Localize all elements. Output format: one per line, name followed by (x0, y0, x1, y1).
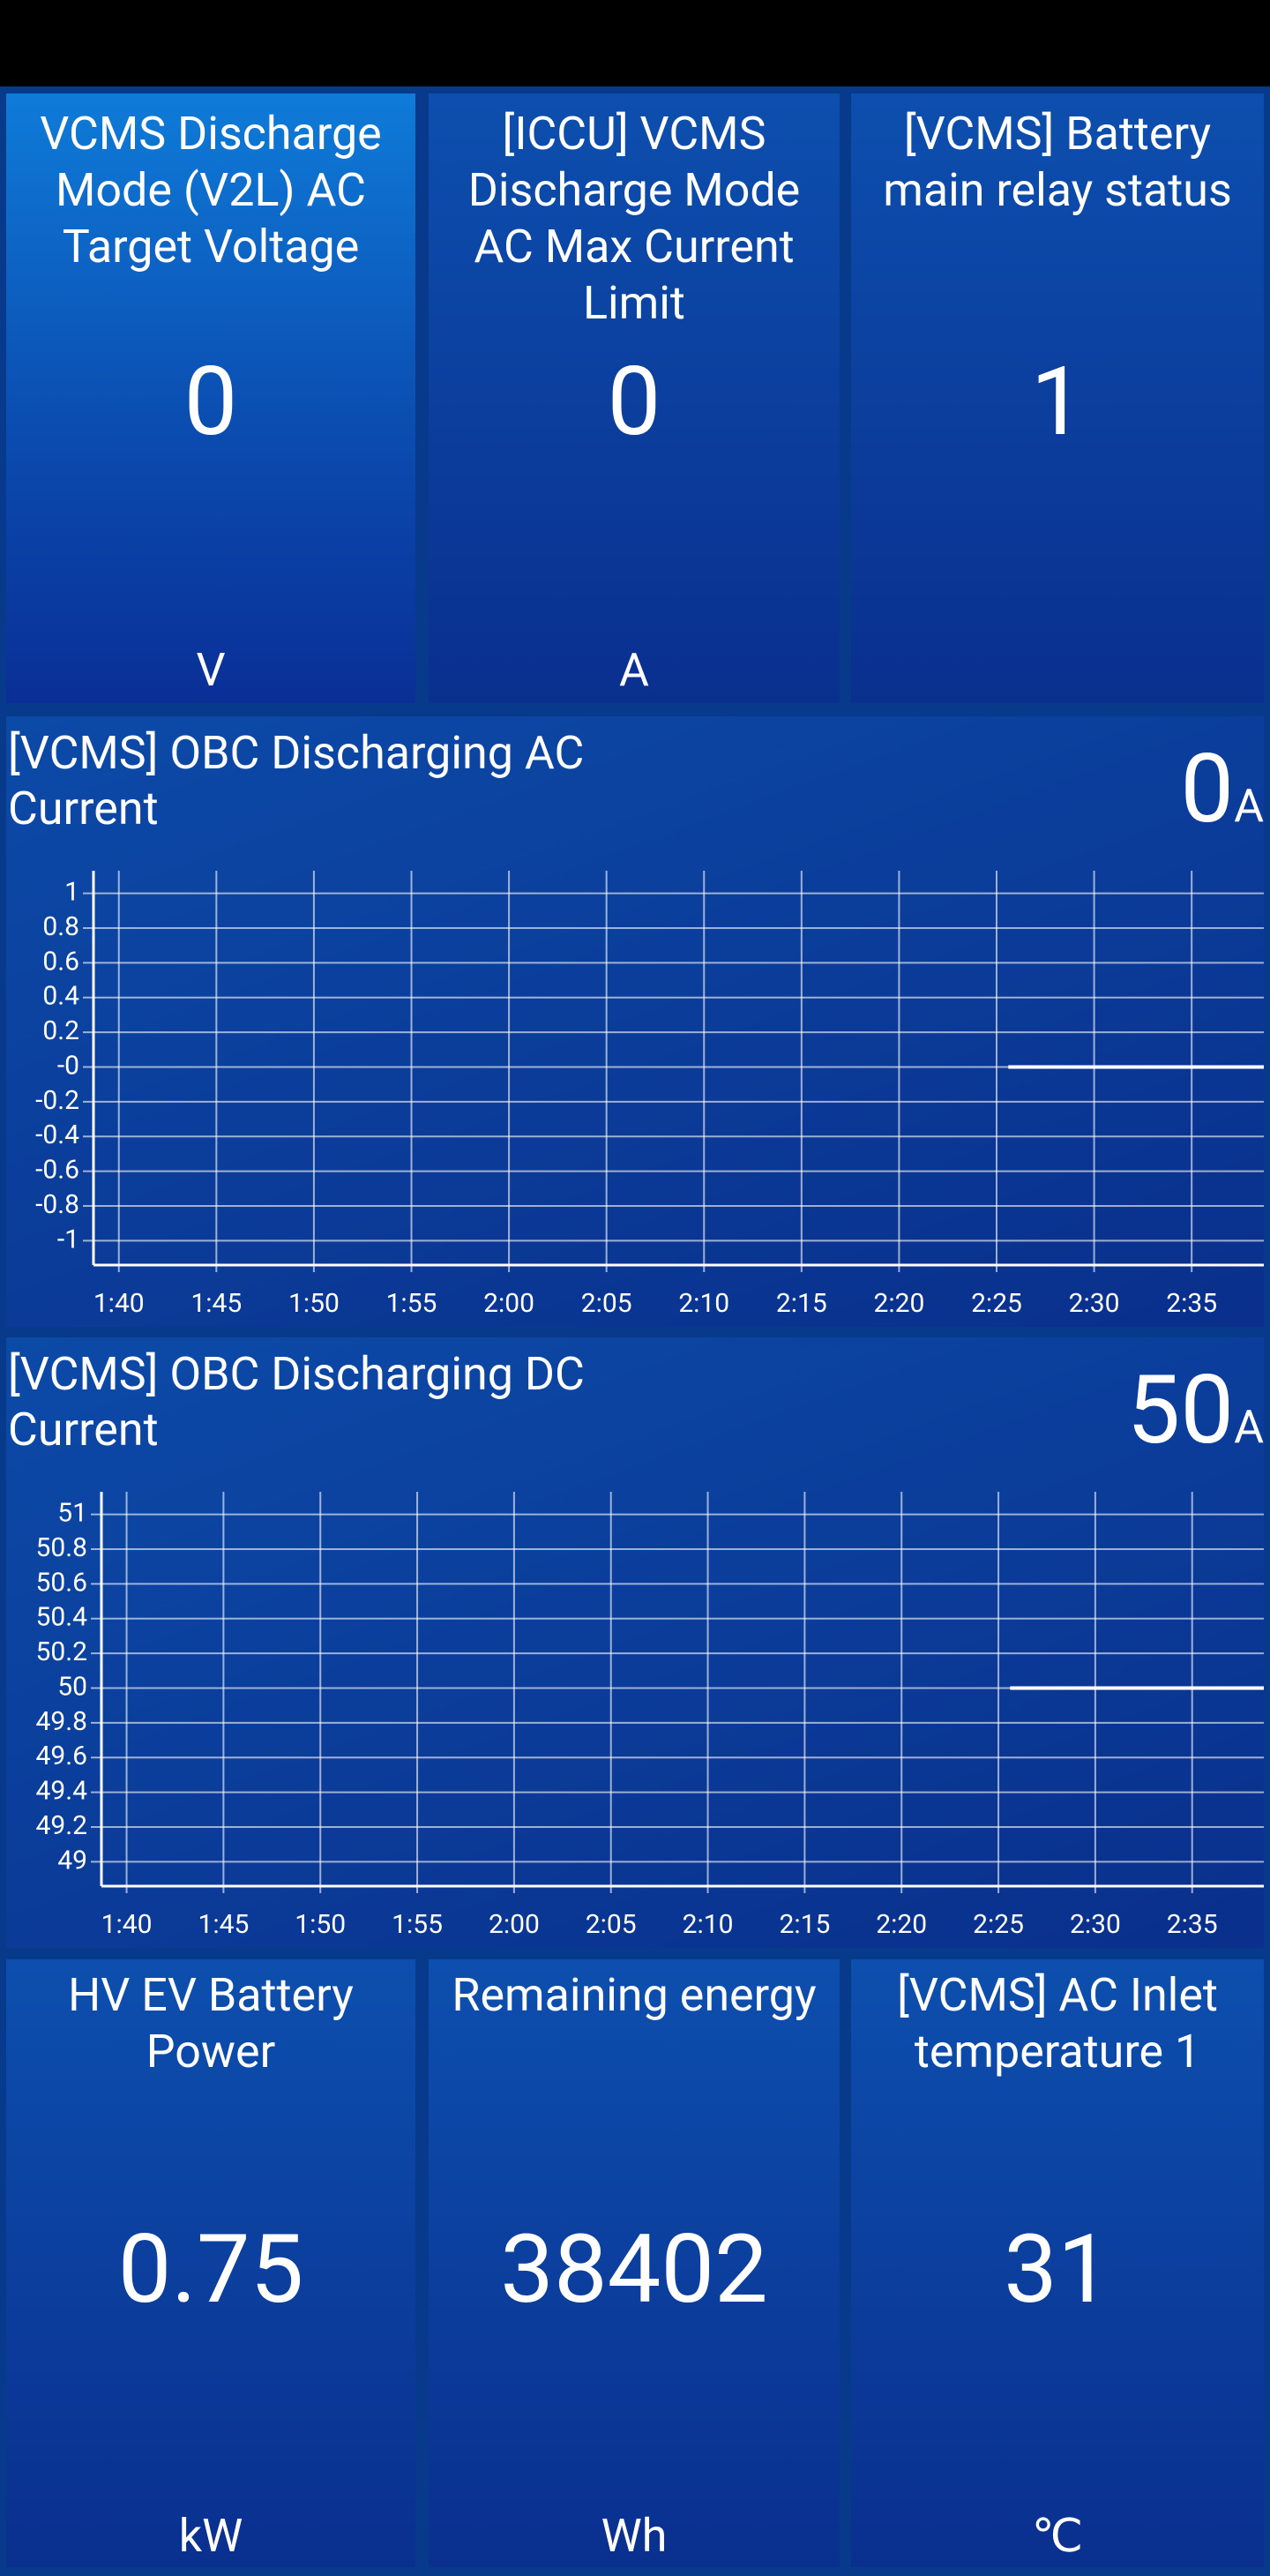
tile-value: 0 (607, 347, 661, 458)
x-tick-label: 1:45 (198, 1909, 249, 1940)
x-tick-label: 2:10 (683, 1909, 734, 1940)
tile-title: [ICCU] VCMS Discharge Mode AC Max Curren… (467, 107, 801, 330)
reading-value: 0 (1180, 734, 1235, 845)
y-tick-label: 50.8 (36, 1532, 88, 1563)
tile-unit: A (619, 643, 649, 697)
reading-value: 50 (1126, 1355, 1235, 1466)
x-tick-label: 1:55 (392, 1909, 443, 1940)
y-tick-label: 0.2 (42, 1015, 79, 1046)
tile-title: HV EV Battery Power (68, 1968, 354, 2078)
y-tick-label: 49.8 (36, 1706, 88, 1737)
tile-title: VCMS Discharge Mode (V2L) AC Target Volt… (40, 107, 382, 273)
y-tick-label: -1 (57, 1224, 79, 1254)
metric-tile: Remaining energy 38402 Wh (429, 1959, 840, 2567)
x-tick-label: 2:00 (489, 1909, 540, 1940)
y-tick-label: -0.4 (35, 1120, 79, 1150)
status-bar (0, 0, 1270, 86)
metric-tile: [ICCU] VCMS Discharge Mode AC Max Curren… (429, 94, 840, 703)
x-tick-label: 2:05 (586, 1909, 637, 1940)
tile-title: Remaining energy (452, 1968, 817, 2022)
chart-title: [VCMS] OBC Discharging AC Current (8, 726, 585, 835)
y-tick-label: 51 (57, 1498, 87, 1529)
y-tick-label: 0.6 (42, 946, 79, 977)
tile-unit: ℃ (1031, 2509, 1084, 2563)
tile-unit: Wh (601, 2509, 668, 2563)
x-tick-label: 2:00 (483, 1288, 534, 1319)
x-tick-label: 2:30 (1070, 1909, 1121, 1940)
x-tick-label: 1:45 (190, 1288, 242, 1319)
y-tick-label: 0.4 (42, 981, 79, 1012)
tile-value: 1 (1030, 347, 1085, 458)
tile-unit: V (196, 643, 226, 697)
y-tick-label: 0.8 (42, 911, 79, 942)
y-tick-label: 50.2 (36, 1636, 88, 1667)
y-tick-label: -0.8 (35, 1189, 79, 1220)
tile-title: [VCMS] Battery main relay status (883, 107, 1232, 217)
x-tick-label: 1:50 (295, 1909, 346, 1940)
y-tick-label: -0.6 (35, 1155, 79, 1186)
metric-tile: [VCMS] Battery main relay status 1 (851, 94, 1264, 703)
y-tick-label: 49.2 (36, 1810, 88, 1841)
tile-value: 38402 (500, 2214, 768, 2325)
x-tick-label: 1:50 (288, 1288, 340, 1319)
x-tick-label: 2:10 (678, 1288, 729, 1319)
x-tick-label: 2:25 (973, 1909, 1024, 1940)
reading-unit: A (1234, 779, 1264, 833)
x-tick-label: 2:25 (971, 1288, 1022, 1319)
reading-unit: A (1234, 1400, 1264, 1454)
metric-tile: [VCMS] AC Inlet temperature 1 31 ℃ (851, 1959, 1264, 2567)
x-tick-label: 1:40 (93, 1288, 145, 1319)
y-tick-label: 49.6 (36, 1741, 88, 1771)
current-reading: 0A (1180, 734, 1264, 845)
chart-title: [VCMS] OBC Discharging DC Current (8, 1347, 585, 1456)
tile-unit: kW (178, 2509, 243, 2563)
x-tick-label: 2:15 (776, 1288, 827, 1319)
y-tick-label: 50.4 (36, 1602, 88, 1633)
x-tick-label: 2:35 (1167, 1909, 1218, 1940)
x-tick-label: 2:20 (873, 1288, 924, 1319)
x-tick-label: 2:35 (1166, 1288, 1217, 1319)
current-reading: 50A (1127, 1355, 1264, 1466)
y-tick-label: 49 (57, 1845, 87, 1876)
tile-value: 31 (1004, 2214, 1111, 2325)
x-tick-label: 2:05 (581, 1288, 632, 1319)
x-tick-label: 2:20 (876, 1909, 927, 1940)
x-tick-label: 2:15 (779, 1909, 830, 1940)
x-tick-label: 1:55 (386, 1288, 437, 1319)
x-tick-label: 2:30 (1069, 1288, 1120, 1319)
y-tick-label: 49.4 (36, 1776, 88, 1807)
y-tick-label: 50 (57, 1671, 87, 1702)
y-tick-label: -0.2 (35, 1085, 79, 1116)
metric-tile: HV EV Battery Power 0.75 kW (6, 1959, 415, 2567)
metric-tile: VCMS Discharge Mode (V2L) AC Target Volt… (6, 94, 415, 703)
chart-panel: [VCMS] OBC Discharging DC Current 50A (6, 1337, 1264, 1948)
tile-value: 0.75 (117, 2214, 304, 2325)
y-tick-label: 50.6 (36, 1567, 88, 1598)
tile-value: 0 (183, 347, 238, 458)
y-tick-label: 1 (64, 877, 79, 908)
y-tick-label: -0 (57, 1050, 79, 1081)
x-tick-label: 1:40 (101, 1909, 153, 1940)
tile-title: [VCMS] AC Inlet temperature 1 (897, 1968, 1218, 2078)
